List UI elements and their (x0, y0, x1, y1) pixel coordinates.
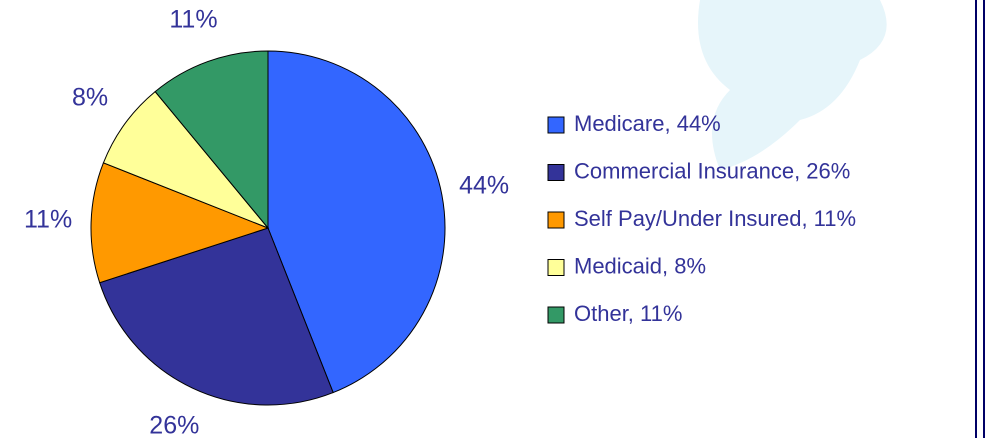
legend-label: Commercial Insurance, 26% (574, 158, 850, 183)
pie-slice (267, 50, 446, 394)
legend-label: Medicaid, 8% (574, 253, 706, 278)
slice-label: 26% (149, 412, 199, 438)
slice-label: 11% (169, 6, 217, 34)
slice-label: 8% (72, 83, 108, 111)
legend-label: Other, 11% (574, 301, 682, 326)
pie-slice (154, 50, 269, 230)
background-map (698, 0, 887, 170)
pie-slice (99, 227, 334, 406)
legend-label: Medicare, 44% (574, 111, 721, 136)
slice-label: 44% (459, 171, 509, 199)
legend-swatch (547, 116, 565, 134)
pie: 44% 26% 11% 8% 11% (24, 6, 509, 438)
legend-swatch (547, 164, 565, 181)
legend-swatch (547, 306, 565, 324)
legend-swatch (547, 211, 565, 229)
legend: Medicare, 44% Commercial Insurance, 26% Se… (547, 111, 856, 326)
pie-slice (102, 90, 269, 229)
legend-label: Self Pay/Under Insured, 11% (574, 206, 856, 231)
pie-slice (90, 162, 270, 284)
legend-swatch (547, 259, 565, 276)
slice-label: 11% (24, 206, 72, 234)
